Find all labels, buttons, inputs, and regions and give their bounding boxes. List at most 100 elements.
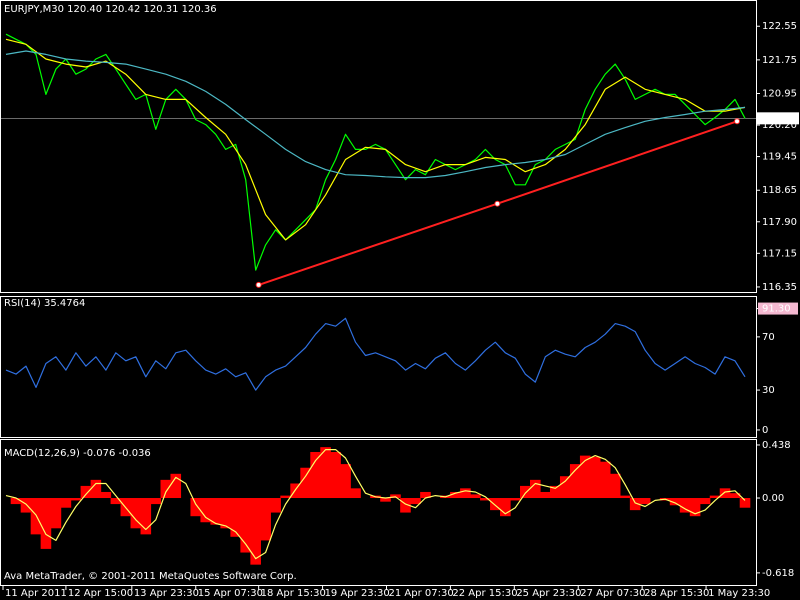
series-line (5, 317, 746, 391)
x-tick-label: 12 Apr 15:00 (68, 588, 133, 599)
histogram-bar (609, 473, 621, 499)
y-tick-label: 119.45 (762, 152, 797, 163)
macd-panel-frame (0, 439, 757, 586)
last-price-label: 120.36 (761, 113, 796, 124)
tick-highlight (758, 302, 798, 315)
x-tick-label: 25 Apr 23:30 (516, 588, 581, 599)
y-tick-label: 120.95 (762, 89, 797, 100)
histogram-bar (290, 483, 301, 499)
histogram-bar (569, 464, 581, 499)
y-tick-label: 122.55 (762, 21, 797, 32)
series-line (5, 449, 746, 560)
histogram-bar (210, 498, 222, 525)
price-panel-frame (0, 0, 757, 293)
y-tick-label: 0.00 (762, 493, 784, 504)
x-tick-label: 27 Apr 07:30 (580, 588, 645, 599)
x-tick-label: 13 Apr 23:30 (134, 588, 199, 599)
histogram-bar (130, 498, 142, 529)
histogram-bar (40, 498, 52, 549)
histogram-bar (719, 488, 731, 499)
x-tick-label: 1 May 23:30 (708, 588, 770, 599)
histogram-bar (140, 498, 152, 535)
x-tick-label: 18 Apr 15:30 (261, 588, 326, 599)
price-header: EURJPY,M30 120.40 120.42 120.31 120.36 (4, 4, 217, 15)
histogram-bar (679, 498, 691, 513)
histogram-bar (70, 498, 82, 501)
histogram-bar (559, 476, 571, 499)
histogram-bar (200, 498, 212, 523)
histogram-bar (150, 498, 162, 505)
y-tick-label: 116.35 (762, 282, 797, 293)
y-tick-label: 120.20 (762, 120, 797, 131)
histogram-bar (330, 451, 341, 499)
histogram-bar (220, 498, 231, 529)
y-tick-label: 30 (762, 385, 775, 396)
copyright: Ava MetaTrader, © 2001-2011 MetaQuotes S… (4, 571, 297, 582)
x-tick-label: 22 Apr 15:30 (452, 588, 517, 599)
histogram-bar (510, 498, 521, 501)
histogram-bar (90, 479, 102, 499)
plot-layer (1, 33, 756, 565)
histogram-bar (80, 485, 92, 499)
histogram-bar (589, 456, 601, 499)
y-tick-label: 118.65 (762, 185, 797, 196)
histogram-bar (699, 498, 711, 505)
histogram-bar (100, 491, 112, 499)
y-tick-label: 0.438 (762, 440, 791, 451)
series-line (5, 33, 746, 271)
series-line (5, 50, 746, 179)
x-tick-label: 15 Apr 07:30 (198, 588, 263, 599)
histogram-bar (320, 447, 331, 499)
histogram-bar (400, 498, 411, 513)
histogram-bar (350, 488, 361, 499)
histogram-bar (10, 498, 22, 505)
rsi-header: RSI(14) 35.4764 (4, 298, 85, 309)
histogram-bar (250, 498, 261, 565)
histogram-bar (629, 498, 641, 511)
histogram-bar (490, 498, 501, 511)
histogram-bar (549, 485, 561, 499)
histogram-bar (500, 498, 511, 517)
histogram-bar (619, 495, 631, 499)
histogram-bar (60, 498, 72, 508)
trend-point (255, 281, 262, 288)
histogram-bar (709, 495, 721, 499)
histogram-bar (599, 461, 611, 499)
histogram-bar (300, 467, 311, 499)
x-tick-label: 21 Apr 07:30 (388, 588, 453, 599)
y-tick-label: -0.618 (762, 568, 794, 579)
histogram-bar (240, 498, 251, 553)
histogram-bar (50, 498, 62, 529)
y-tick-label: 0 (762, 425, 768, 436)
histogram-bar (170, 473, 182, 499)
histogram-bar (480, 498, 491, 501)
histogram-bar (470, 494, 481, 499)
histogram-bar (529, 479, 541, 499)
y-tick-label: 117.15 (762, 248, 797, 259)
histogram-bar (230, 498, 241, 537)
histogram-bar (729, 493, 741, 499)
histogram-bar (460, 488, 471, 499)
histogram-bar (260, 498, 271, 541)
histogram-bar (669, 498, 681, 506)
histogram-bar (450, 491, 461, 499)
histogram-bar (410, 498, 421, 505)
histogram-bar (739, 498, 751, 508)
histogram-bar (420, 491, 431, 499)
trend-point (494, 200, 501, 207)
macd-header: MACD(12,26,9) -0.076 -0.036 (4, 448, 151, 459)
series-line (5, 38, 746, 241)
histogram-bar (110, 498, 122, 505)
histogram-bar (579, 455, 591, 499)
last-price-box (757, 112, 799, 125)
histogram-bar (280, 495, 291, 499)
histogram-bar (520, 485, 531, 499)
histogram-bar (639, 498, 651, 505)
histogram-bar (340, 464, 351, 499)
y-tick-label: 117.90 (762, 217, 797, 228)
y-tick-label: 70 (762, 332, 775, 343)
y-tick-label: 91.30 (762, 304, 791, 315)
histogram-bar (270, 498, 281, 513)
histogram-bar (160, 479, 172, 499)
